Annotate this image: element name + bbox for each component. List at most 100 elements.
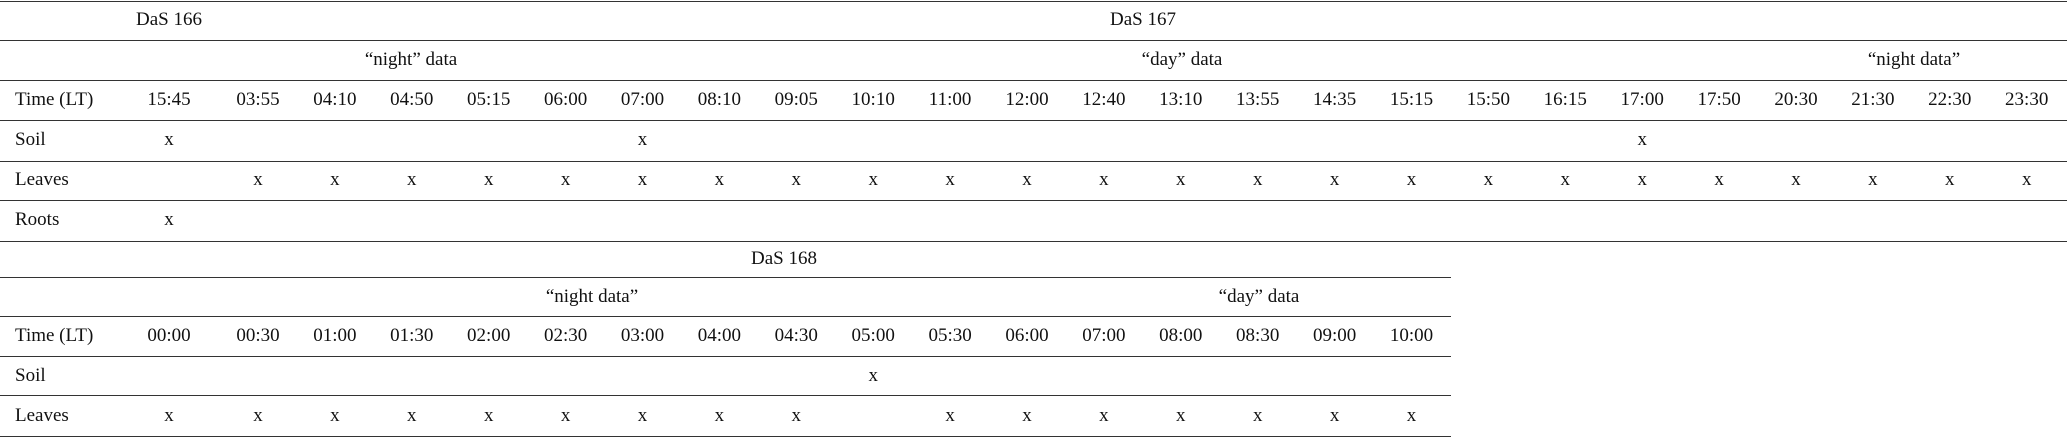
period-header: “day” data — [1141, 49, 1223, 70]
time-header: 01:30 — [390, 325, 434, 346]
cell-mark: x — [1791, 169, 1801, 190]
day-header: DaS 167 — [1110, 9, 1176, 30]
time-header: 21:30 — [1851, 89, 1895, 110]
row-label: Time (LT) — [15, 325, 94, 346]
cell-mark: x — [1022, 405, 1032, 426]
cell-mark: x — [637, 405, 648, 426]
cell-mark: x — [1560, 169, 1571, 190]
cell-mark: x — [1099, 405, 1109, 426]
row-label: Soil — [15, 365, 46, 386]
cell-mark: x — [1329, 169, 1340, 190]
time-header: 05:00 — [851, 325, 895, 346]
time-header: 16:15 — [1543, 89, 1587, 110]
time-header: 08:00 — [1159, 325, 1203, 346]
time-header: 23:30 — [2005, 89, 2049, 110]
time-header: 03:55 — [236, 89, 280, 110]
table-rule — [0, 316, 1451, 317]
cell-mark: x — [1252, 405, 1263, 426]
period-header: “night data” — [1867, 49, 1961, 70]
table-rule — [0, 436, 1451, 437]
cell-mark: x — [1252, 169, 1263, 190]
row-label: Leaves — [15, 405, 69, 426]
table-rule — [0, 241, 2067, 242]
time-header: 05:30 — [928, 325, 972, 346]
time-header: 20:30 — [1774, 89, 1818, 110]
table-rule — [0, 40, 2067, 41]
cell-mark: x — [1406, 169, 1417, 190]
cell-mark: x — [1176, 169, 1186, 190]
time-header: 10:10 — [851, 89, 895, 110]
time-header: 14:35 — [1312, 89, 1357, 110]
row-label: Time (LT) — [15, 89, 94, 110]
time-header: 04:00 — [697, 325, 742, 346]
cell-mark: x — [791, 405, 802, 426]
cell-mark: x — [164, 209, 174, 230]
cell-mark: x — [714, 405, 725, 426]
table-rule — [0, 200, 2067, 201]
period-header: “day” data — [1218, 286, 1300, 307]
cell-mark: x — [1637, 129, 1647, 150]
table-rule — [0, 120, 2067, 121]
time-header: 08:10 — [697, 89, 742, 110]
time-header: 04:50 — [390, 89, 434, 110]
time-header: 05:15 — [467, 89, 511, 110]
time-header: 04:30 — [774, 325, 818, 346]
cell-mark: x — [2021, 169, 2032, 190]
cell-mark: x — [868, 169, 878, 190]
cell-mark: x — [1406, 405, 1417, 426]
table-rule — [0, 395, 1451, 396]
cell-mark: x — [791, 169, 802, 190]
time-header: 13:55 — [1236, 89, 1280, 110]
cell-mark: x — [407, 405, 417, 426]
row-label: Leaves — [15, 169, 69, 190]
cell-mark: x — [164, 405, 174, 426]
cell-mark: x — [560, 169, 571, 190]
table-rule — [0, 1, 2067, 2]
cell-mark: x — [1329, 405, 1340, 426]
cell-mark: x — [945, 405, 955, 426]
cell-mark: x — [330, 169, 340, 190]
time-header: 22:30 — [1928, 89, 1972, 110]
cell-mark: x — [483, 405, 494, 426]
time-header: 09:00 — [1312, 325, 1357, 346]
table-rule — [0, 161, 2067, 162]
time-header: 07:00 — [620, 89, 665, 110]
time-header: 03:00 — [620, 325, 665, 346]
time-header: 17:50 — [1697, 89, 1741, 110]
time-header: 15:50 — [1466, 89, 1511, 110]
cell-mark: x — [407, 169, 417, 190]
time-header: 12:40 — [1082, 89, 1126, 110]
cell-mark: x — [1945, 169, 1955, 190]
cell-mark: x — [1868, 169, 1878, 190]
cell-mark: x — [1714, 169, 1724, 190]
cell-mark: x — [1176, 405, 1186, 426]
time-header: 04:10 — [313, 89, 357, 110]
cell-mark: x — [253, 169, 263, 190]
table-rule — [0, 356, 1451, 357]
time-header: 00:00 — [147, 325, 191, 346]
cell-mark: x — [637, 169, 648, 190]
time-header: 06:00 — [543, 89, 588, 110]
period-header: “night data” — [545, 286, 639, 307]
table-rule — [0, 80, 2067, 81]
time-header: 10:00 — [1389, 325, 1434, 346]
time-header: 15:45 — [147, 89, 191, 110]
time-header: 06:00 — [1005, 325, 1049, 346]
cell-mark: x — [637, 129, 648, 150]
cell-mark: x — [868, 365, 878, 386]
cell-mark: x — [714, 169, 725, 190]
cell-mark: x — [483, 169, 494, 190]
time-header: 15:15 — [1389, 89, 1434, 110]
table-rule — [0, 277, 1451, 278]
time-header: 07:00 — [1082, 325, 1126, 346]
time-header: 02:00 — [467, 325, 511, 346]
row-label: Soil — [15, 129, 46, 150]
cell-mark: x — [945, 169, 955, 190]
time-header: 00:30 — [236, 325, 280, 346]
period-header: “night” data — [364, 49, 458, 70]
cell-mark: x — [1637, 169, 1647, 190]
cell-mark: x — [330, 405, 340, 426]
cell-mark: x — [1099, 169, 1109, 190]
time-header: 01:00 — [313, 325, 357, 346]
